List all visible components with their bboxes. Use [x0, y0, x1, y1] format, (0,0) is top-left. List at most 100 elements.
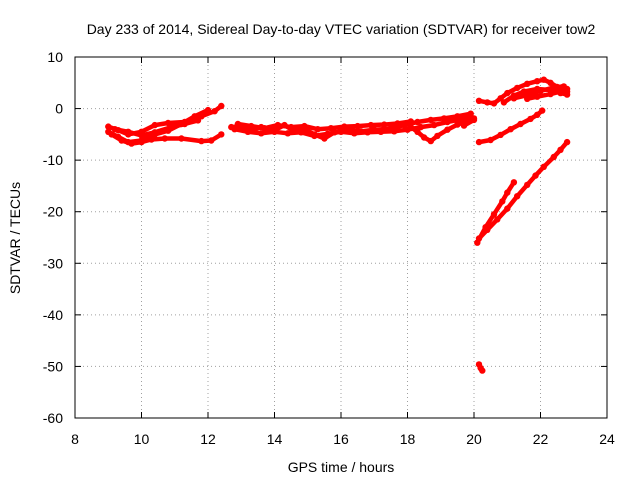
- data-point: [211, 108, 218, 115]
- data-point: [479, 367, 486, 374]
- data-point: [417, 123, 424, 131]
- data-point: [497, 131, 504, 139]
- y-axis-label: SDTVAR / TECUs: [7, 182, 23, 294]
- data-point: [420, 134, 428, 141]
- data-point: [507, 126, 514, 133]
- data-point: [430, 121, 438, 129]
- x-tick-label: 22: [533, 431, 549, 447]
- data-point: [470, 116, 478, 124]
- data-point: [499, 198, 506, 205]
- chart-title: Day 233 of 2014, Sidereal Day-to-day VTE…: [87, 21, 596, 37]
- data-point: [321, 135, 328, 142]
- x-tick-label: 18: [400, 431, 416, 447]
- data-point: [560, 83, 567, 90]
- data-point: [444, 118, 451, 126]
- data-point: [540, 163, 547, 170]
- data-point: [118, 137, 125, 144]
- data-point: [271, 128, 278, 135]
- data-point: [261, 125, 268, 132]
- x-tick-label: 24: [599, 431, 615, 447]
- x-axis-label: GPS time / hours: [288, 459, 395, 475]
- data-point: [248, 122, 255, 130]
- data-point: [494, 216, 501, 223]
- x-tick-label: 16: [333, 431, 349, 447]
- data-point: [208, 137, 215, 144]
- data-point: [557, 146, 564, 153]
- data-point: [484, 99, 491, 106]
- data-point: [427, 137, 434, 145]
- data-point: [434, 132, 441, 140]
- data-point: [517, 120, 524, 128]
- data-point: [514, 84, 521, 92]
- data-point: [547, 90, 554, 98]
- data-point: [539, 107, 546, 114]
- data-point: [138, 138, 145, 146]
- data-point: [234, 120, 242, 128]
- data-point: [364, 129, 371, 136]
- data-point: [231, 126, 238, 133]
- data-point: [407, 123, 414, 131]
- data-point: [490, 211, 498, 218]
- data-point: [427, 116, 434, 124]
- data-point: [557, 88, 564, 95]
- y-tick-label: -20: [43, 204, 63, 220]
- data-point: [524, 92, 531, 99]
- data-point: [311, 132, 318, 140]
- data-point: [258, 130, 265, 137]
- y-tick-label: -10: [43, 152, 63, 168]
- y-tick-labels: 10 0 -10 -20 -30 -40 -50 -60: [43, 49, 63, 426]
- data-point: [151, 129, 158, 136]
- data-point: [377, 128, 385, 135]
- y-tick-label: 10: [47, 49, 63, 65]
- data-point: [391, 128, 398, 135]
- x-tick-label: 10: [134, 431, 150, 447]
- data-point: [534, 93, 541, 100]
- x-tick-label: 12: [200, 431, 216, 447]
- y-tick-label: 0: [55, 101, 63, 117]
- data-point: [161, 135, 168, 142]
- data-point: [550, 84, 557, 91]
- y-tick-label: -50: [43, 358, 63, 374]
- data-point: [504, 89, 511, 97]
- data-point: [284, 130, 291, 137]
- data-point: [168, 123, 175, 131]
- data-point: [414, 128, 421, 135]
- data-point: [128, 140, 135, 147]
- data-point: [504, 189, 511, 196]
- data-point: [460, 122, 468, 129]
- data-point: [367, 121, 375, 129]
- y-tick-label: -60: [43, 410, 63, 426]
- data-point: [301, 122, 308, 130]
- data-point: [381, 121, 388, 128]
- data-point: [354, 122, 361, 130]
- data-point: [407, 118, 414, 125]
- y-tick-label: -40: [43, 307, 63, 323]
- data-point: [547, 79, 554, 87]
- data-point: [514, 193, 521, 200]
- data-point: [148, 136, 155, 143]
- data-point: [534, 78, 541, 85]
- data-point: [341, 123, 348, 130]
- data-point: [487, 136, 494, 144]
- data-point: [351, 130, 358, 137]
- data-point: [510, 179, 518, 186]
- data-point: [218, 131, 225, 138]
- tick-layer: [74, 56, 608, 419]
- data-point: [454, 121, 461, 128]
- data-point: [534, 111, 541, 119]
- data-point: [198, 137, 205, 145]
- data-point: [444, 126, 451, 133]
- data-point: [314, 126, 321, 133]
- data-point: [274, 121, 281, 129]
- data-point: [138, 132, 145, 139]
- data-point: [125, 128, 132, 135]
- data-point: [111, 126, 119, 133]
- data-point: [532, 172, 539, 179]
- data-point: [563, 138, 571, 146]
- data-point: [474, 239, 481, 246]
- data-point: [475, 138, 483, 146]
- x-tick-label: 14: [267, 431, 283, 447]
- data-point: [151, 121, 158, 129]
- data-point: [500, 99, 508, 106]
- data-point: [524, 181, 531, 189]
